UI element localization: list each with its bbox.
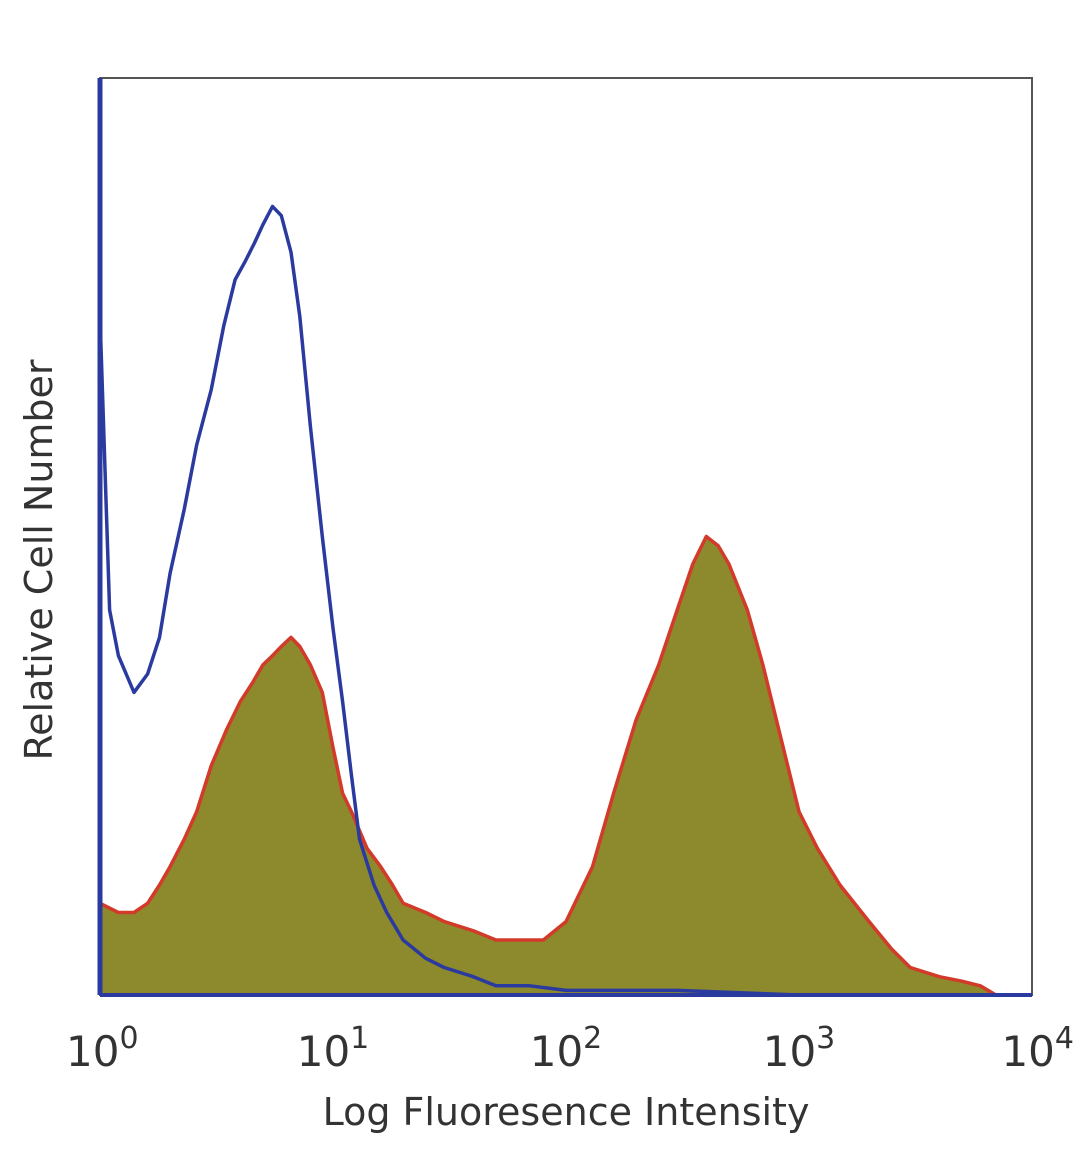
x-tick-label: 103	[763, 1021, 836, 1076]
x-tick-label: 101	[297, 1021, 370, 1076]
x-tick-base: 10	[763, 1027, 816, 1076]
y-axis-label: Relative Cell Number	[17, 359, 61, 760]
series-1-line	[99, 534, 1032, 997]
x-tick-label: 104	[1001, 1021, 1074, 1076]
series-layer	[98, 204, 1032, 997]
x-tick-base: 10	[66, 1027, 119, 1076]
x-tick-exponent: 0	[119, 1021, 138, 1056]
x-tick-exponent: 4	[1055, 1021, 1074, 1056]
x-tick-label: 100	[66, 1021, 139, 1076]
x-tick-base: 10	[1001, 1027, 1054, 1076]
x-tick-base: 10	[297, 1027, 350, 1076]
series-1-area	[100, 536, 1032, 995]
x-tick-label: 102	[530, 1021, 603, 1076]
x-tick-exponent: 3	[816, 1021, 835, 1056]
x-tick-base: 10	[530, 1027, 583, 1076]
x-tick-exponent: 1	[350, 1021, 369, 1056]
x-axis-label: Log Fluoresence Intensity	[323, 1090, 810, 1134]
x-tick-labels: 100 101 102 103 104	[66, 1021, 1074, 1076]
series-0-line	[98, 204, 1032, 997]
x-tick-exponent: 2	[583, 1021, 602, 1056]
